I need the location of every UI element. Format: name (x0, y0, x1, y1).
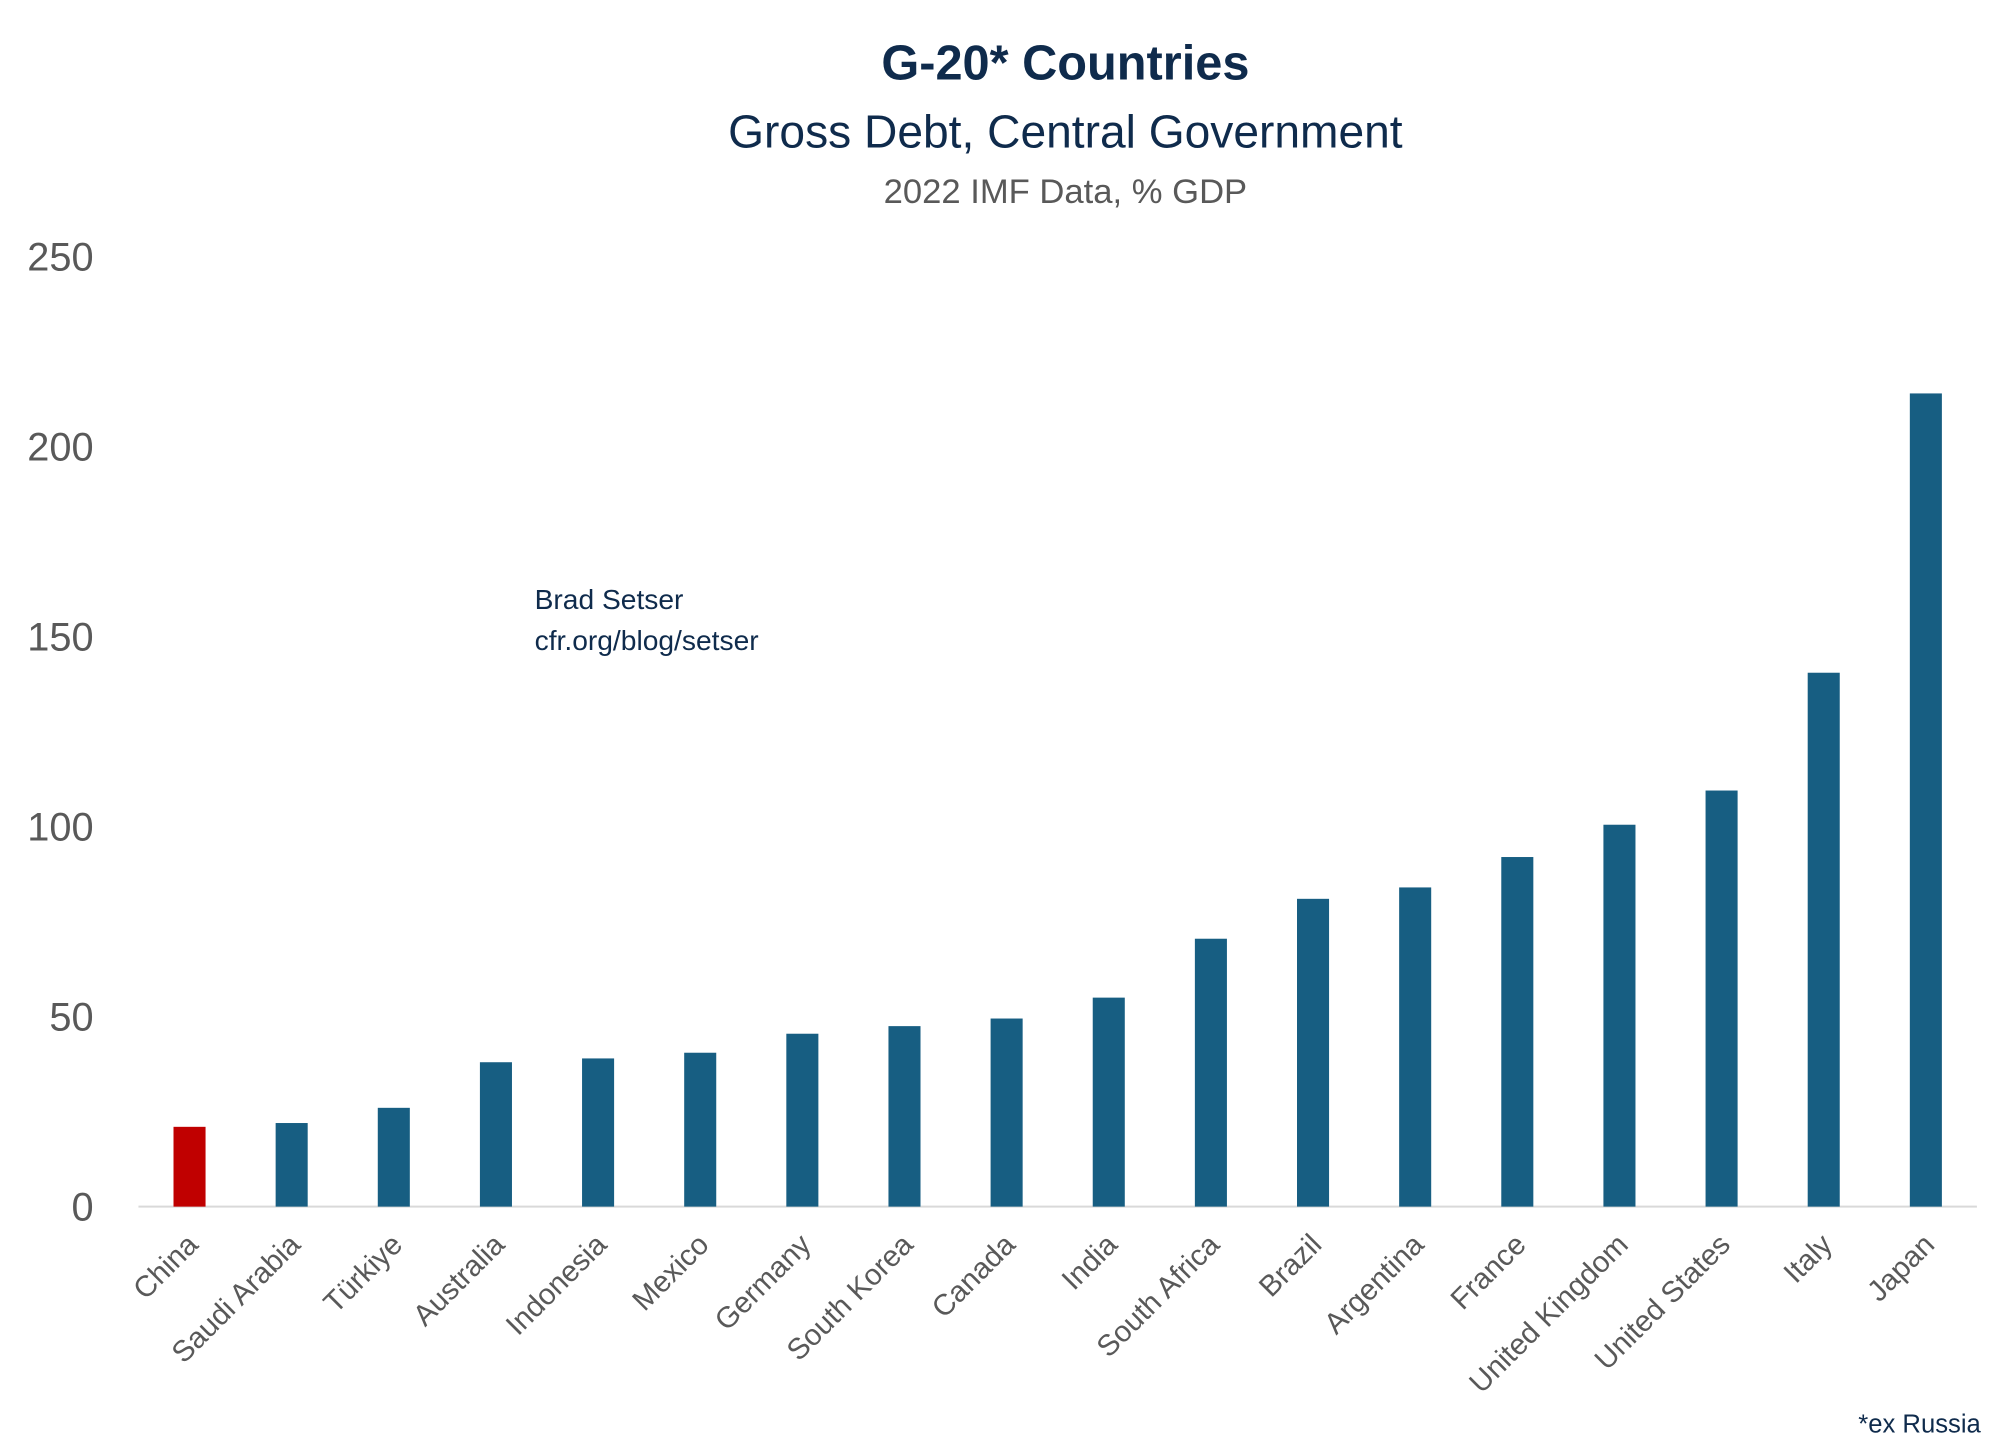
bar-france (1501, 857, 1534, 1207)
bar-mexico (684, 1052, 717, 1207)
y-tick-label: 250 (27, 236, 93, 280)
bar-china (173, 1126, 206, 1207)
y-tick-label: 50 (49, 996, 93, 1040)
y-tick-label: 0 (71, 1186, 93, 1230)
x-tick-label: Mexico (626, 1228, 715, 1317)
bar-india (1092, 997, 1125, 1207)
bar-saudi-arabia (275, 1123, 308, 1207)
x-tick-label: Indonesia (500, 1228, 614, 1342)
bar-italy (1807, 672, 1840, 1207)
footnote: *ex Russia (1858, 1410, 1981, 1438)
y-tick-label: 150 (27, 616, 93, 660)
bar-australia (479, 1062, 512, 1207)
x-tick-label: Japan (1861, 1228, 1941, 1308)
x-tick-label: Türkiye (317, 1228, 409, 1320)
bar-south-africa (1194, 938, 1227, 1207)
chart-subtitle-2: 2022 IMF Data, % GDP (884, 173, 1248, 211)
bar-united-kingdom (1603, 824, 1636, 1207)
annotation-author: Brad Setser (535, 583, 684, 615)
bar-japan (1909, 393, 1942, 1207)
bar-argentina (1399, 887, 1432, 1207)
bar-united-states (1705, 790, 1738, 1207)
chart-subtitle: Gross Debt, Central Government (728, 106, 1403, 158)
x-tick-label: Australia (407, 1228, 512, 1333)
x-tick-label: Germany (709, 1228, 818, 1337)
bar-brazil (1297, 898, 1330, 1207)
chart-title: G-20* Countries (881, 37, 1249, 91)
y-tick-label: 100 (27, 806, 93, 850)
bar-south-korea (888, 1026, 921, 1207)
x-tick-label: France (1444, 1228, 1532, 1316)
bar-canada (990, 1018, 1023, 1207)
x-tick-label: Brazil (1253, 1228, 1328, 1303)
bar-türkiye (377, 1107, 410, 1207)
annotation-url: cfr.org/blog/setser (535, 624, 759, 656)
x-tick-label: China (127, 1228, 205, 1306)
bar-germany (786, 1033, 819, 1207)
x-tick-label: Argentina (1318, 1228, 1431, 1341)
bar-indonesia (582, 1058, 615, 1207)
x-tick-label: Italy (1777, 1228, 1839, 1290)
x-tick-label: Canada (925, 1228, 1022, 1325)
x-tick-label: India (1055, 1228, 1124, 1297)
y-tick-label: 200 (27, 426, 93, 470)
